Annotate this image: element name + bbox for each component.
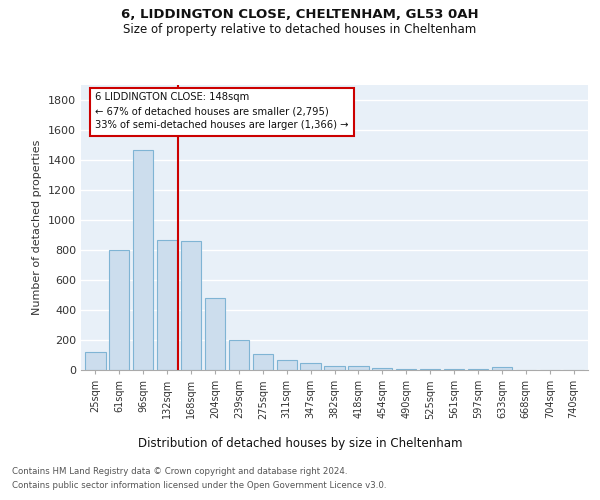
Bar <box>444 369 464 370</box>
Bar <box>205 298 225 370</box>
Bar <box>85 352 106 370</box>
Bar <box>420 369 440 370</box>
Bar <box>468 369 488 370</box>
Bar <box>492 368 512 370</box>
Bar <box>181 241 201 370</box>
Text: Contains public sector information licensed under the Open Government Licence v3: Contains public sector information licen… <box>12 481 386 490</box>
Bar <box>109 250 130 370</box>
Y-axis label: Number of detached properties: Number of detached properties <box>32 140 43 315</box>
Text: Size of property relative to detached houses in Cheltenham: Size of property relative to detached ho… <box>124 22 476 36</box>
Bar <box>157 240 177 370</box>
Text: 6, LIDDINGTON CLOSE, CHELTENHAM, GL53 0AH: 6, LIDDINGTON CLOSE, CHELTENHAM, GL53 0A… <box>121 8 479 20</box>
Bar <box>133 150 154 370</box>
Bar <box>396 369 416 370</box>
Bar <box>348 366 368 370</box>
Text: Contains HM Land Registry data © Crown copyright and database right 2024.: Contains HM Land Registry data © Crown c… <box>12 468 347 476</box>
Bar <box>325 366 344 370</box>
Bar <box>253 354 273 370</box>
Bar <box>277 360 297 370</box>
Text: 6 LIDDINGTON CLOSE: 148sqm
← 67% of detached houses are smaller (2,795)
33% of s: 6 LIDDINGTON CLOSE: 148sqm ← 67% of deta… <box>95 92 349 130</box>
Bar <box>301 363 321 370</box>
Bar <box>372 368 392 370</box>
Text: Distribution of detached houses by size in Cheltenham: Distribution of detached houses by size … <box>138 438 462 450</box>
Bar <box>229 340 249 370</box>
